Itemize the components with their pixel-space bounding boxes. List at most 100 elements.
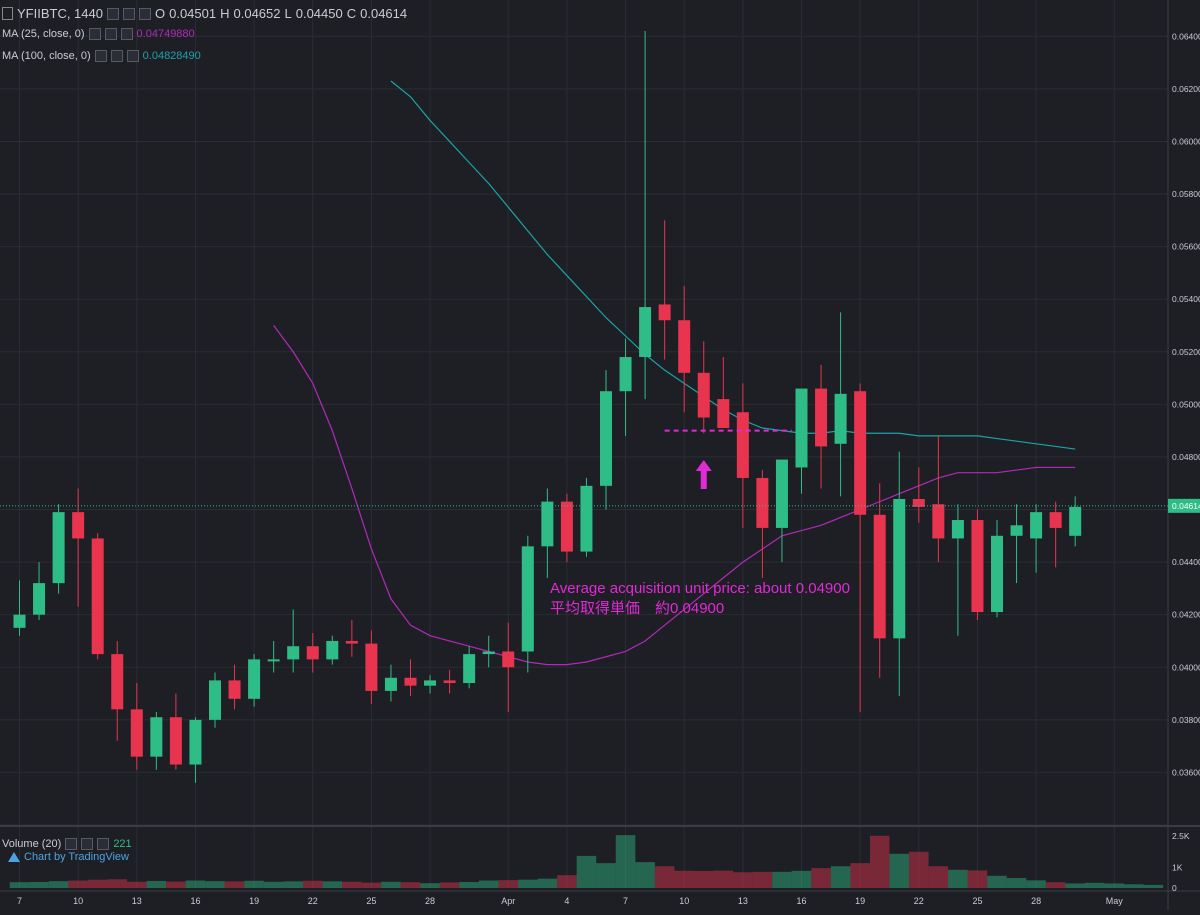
volume-bar: [127, 881, 147, 888]
volume-bar: [948, 869, 968, 888]
tradingview-brand: Chart by TradingView: [24, 851, 129, 863]
volume-bar: [283, 881, 303, 888]
candle-body: [169, 717, 182, 765]
volume-bar: [146, 880, 167, 888]
candle-body: [150, 717, 163, 757]
volume-bar: [302, 880, 323, 888]
time-tick-label: 13: [132, 896, 142, 906]
time-tick-label: 25: [366, 896, 376, 906]
volume-label[interactable]: Volume (20): [2, 838, 62, 850]
symbol-label[interactable]: YFIIBTC, 1440: [17, 6, 103, 21]
open-label: O: [154, 6, 166, 21]
candle-body: [1049, 512, 1062, 528]
candle-body: [443, 680, 456, 684]
volume-bar: [654, 866, 675, 888]
candle-body: [72, 512, 85, 539]
settings-icon[interactable]: [110, 50, 123, 62]
settings-icon[interactable]: [104, 28, 117, 40]
volume-bar: [342, 881, 362, 888]
settings-icon[interactable]: [122, 7, 135, 20]
price-tick-label: 0.05000: [1172, 399, 1200, 409]
volume-bar: [557, 875, 577, 888]
candle-body: [267, 659, 280, 662]
volume-bar: [987, 875, 1007, 888]
eye-icon[interactable]: [65, 838, 78, 850]
price-tick-label: 0.04000: [1172, 662, 1200, 672]
eye-icon[interactable]: [94, 50, 107, 62]
tradingview-badge[interactable]: Chart by TradingView: [8, 851, 129, 863]
volume-bar: [185, 880, 206, 888]
volume-bar: [107, 879, 128, 888]
volume-bar: [576, 855, 597, 888]
candle-body: [560, 501, 573, 552]
candle-body: [678, 320, 691, 373]
eye-icon[interactable]: [106, 7, 119, 20]
volume-bar: [478, 880, 499, 888]
candle-body: [775, 459, 788, 528]
volume-bar: [9, 882, 30, 888]
candle-body: [248, 659, 261, 699]
time-tick-label: 16: [190, 896, 200, 906]
last-price-badge: [1168, 498, 1200, 513]
volume-bar: [322, 881, 343, 888]
settings-icon[interactable]: [81, 838, 94, 850]
ma25-label[interactable]: MA (25, close, 0): [2, 28, 85, 40]
low-value: 0.04450: [295, 6, 343, 21]
close-icon[interactable]: [126, 50, 139, 62]
candle-body: [658, 304, 671, 321]
open-value: 0.04501: [169, 6, 217, 21]
volume-bar: [850, 863, 870, 888]
volume-bar: [48, 881, 69, 888]
volume-bar: [635, 862, 655, 888]
ma25-value: 0.04749880: [136, 28, 195, 40]
volume-bar: [615, 835, 636, 888]
volume-bar: [1104, 883, 1125, 888]
time-tick-label: 4: [564, 896, 569, 906]
price-tick-label: 0.04800: [1172, 452, 1200, 462]
volume-bar: [713, 870, 734, 888]
time-tick-label: 28: [1031, 896, 1041, 906]
volume-bar: [967, 870, 988, 888]
ma100-row: MA (100, close, 0) 0.04828490: [2, 50, 201, 62]
close-icon[interactable]: [138, 7, 151, 20]
volume-legend: Volume (20) 221: [2, 838, 132, 850]
volume-bar: [1065, 883, 1085, 888]
volume-bar: [68, 880, 88, 888]
time-tick-label: 16: [796, 896, 806, 906]
collapse-toggle-icon[interactable]: [2, 7, 13, 20]
volume-bar: [537, 878, 558, 888]
volume-bar: [733, 872, 753, 888]
close-icon[interactable]: [120, 28, 133, 40]
time-tick-label: 22: [308, 896, 318, 906]
candle-body: [717, 399, 730, 429]
candle-body: [932, 504, 945, 539]
candle-body: [521, 546, 534, 652]
time-tick-label: 19: [249, 896, 259, 906]
ma100-line: [390, 80, 1076, 450]
volume-bar: [361, 882, 382, 888]
volume-bar: [205, 881, 225, 888]
price-tick-label: 0.06000: [1172, 136, 1200, 146]
volume-bar: [889, 853, 910, 888]
volume-bar: [518, 879, 538, 888]
ma100-label[interactable]: MA (100, close, 0): [2, 50, 91, 62]
volume-bar: [1124, 884, 1144, 888]
volume-bar: [224, 881, 245, 888]
price-tick-label: 0.05800: [1172, 189, 1200, 199]
candle-body: [541, 501, 554, 547]
volume-bar: [263, 881, 284, 888]
volume-bar: [400, 882, 421, 888]
ohlc-row: YFIIBTC, 1440 O 0.04501 H 0.04652 L 0.04450…: [2, 6, 407, 21]
price-tick-label: 0.05600: [1172, 242, 1200, 252]
price-tick-label: 0.03800: [1172, 715, 1200, 725]
candle-body: [404, 677, 417, 686]
eye-icon[interactable]: [88, 28, 101, 40]
close-icon[interactable]: [97, 838, 110, 850]
annotation-japanese: 平均取得単価 約0.04900: [550, 600, 724, 617]
volume-tick-label: 0: [1172, 883, 1177, 893]
candle-body: [600, 391, 612, 486]
candle-body: [736, 412, 749, 478]
candle-body: [111, 654, 124, 710]
